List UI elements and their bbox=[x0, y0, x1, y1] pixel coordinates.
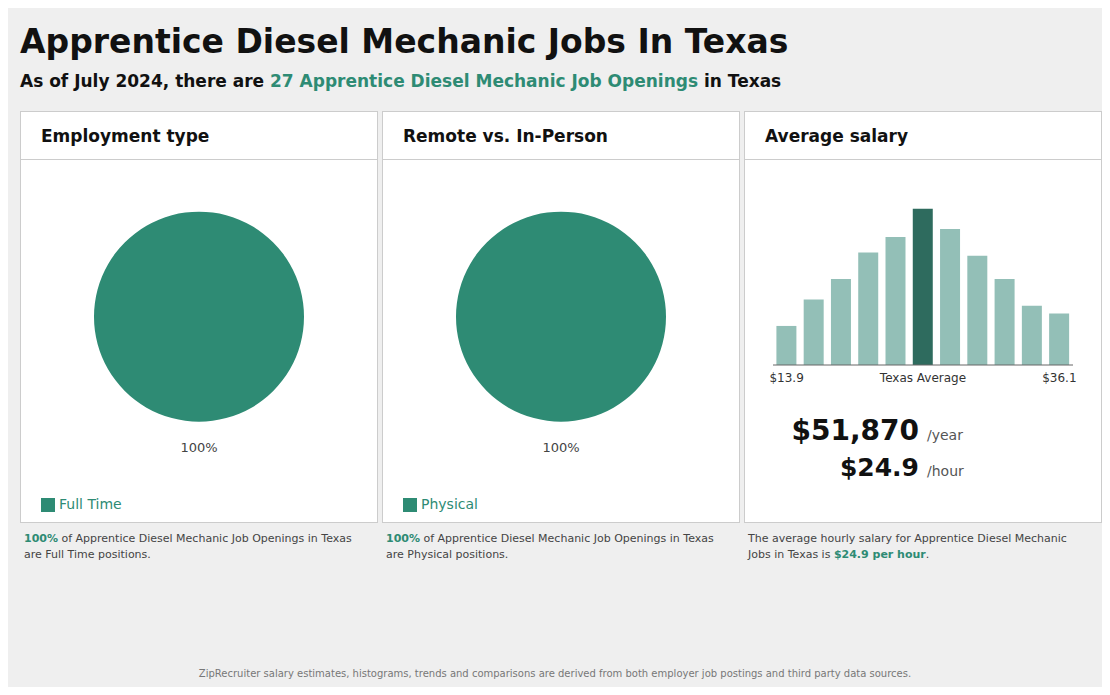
html-text:ZipRecruiter salary estimates,: ZipRecruiter salary estimates, histogram… bbox=[198, 668, 912, 679]
html-text:Average salary: Average salary bbox=[765, 125, 908, 146]
html-text:$51,870: $51,870 bbox=[791, 414, 919, 447]
html-text:Physical: Physical bbox=[421, 496, 478, 512]
svg-text:Texas Average: Texas Average bbox=[879, 371, 966, 385]
html-text:100% of Apprentice Diesel Mech: 100% of Apprentice Diesel Mechanic Job O… bbox=[24, 532, 352, 561]
html-text:Full Time: Full Time bbox=[59, 496, 122, 512]
html-text:The average hourly salary for: The average hourly salary for Apprentice… bbox=[748, 532, 1067, 561]
html-text:Employment type: Employment type bbox=[41, 125, 210, 146]
html-text:Remote vs. In-Person: Remote vs. In-Person bbox=[403, 125, 608, 146]
svg-text:100%: 100% bbox=[542, 440, 579, 455]
html-text:$24.9 /hour: $24.9 /hour bbox=[839, 453, 964, 482]
svg-text:100%: 100% bbox=[180, 440, 217, 455]
html-text:/year: /year bbox=[927, 427, 963, 443]
svg-text:$36.1: $36.1 bbox=[1042, 371, 1076, 385]
html-text:As of July 2024, there are 27: As of July 2024, there are 27 Apprentice… bbox=[20, 71, 782, 91]
svg-text:$13.9: $13.9 bbox=[769, 371, 803, 385]
html-text:Apprentice Diesel Mechanic Job: Apprentice Diesel Mechanic Jobs In Texas bbox=[20, 22, 789, 61]
html-text:100% of Apprentice Diesel Mech: 100% of Apprentice Diesel Mechanic Job O… bbox=[386, 532, 714, 561]
